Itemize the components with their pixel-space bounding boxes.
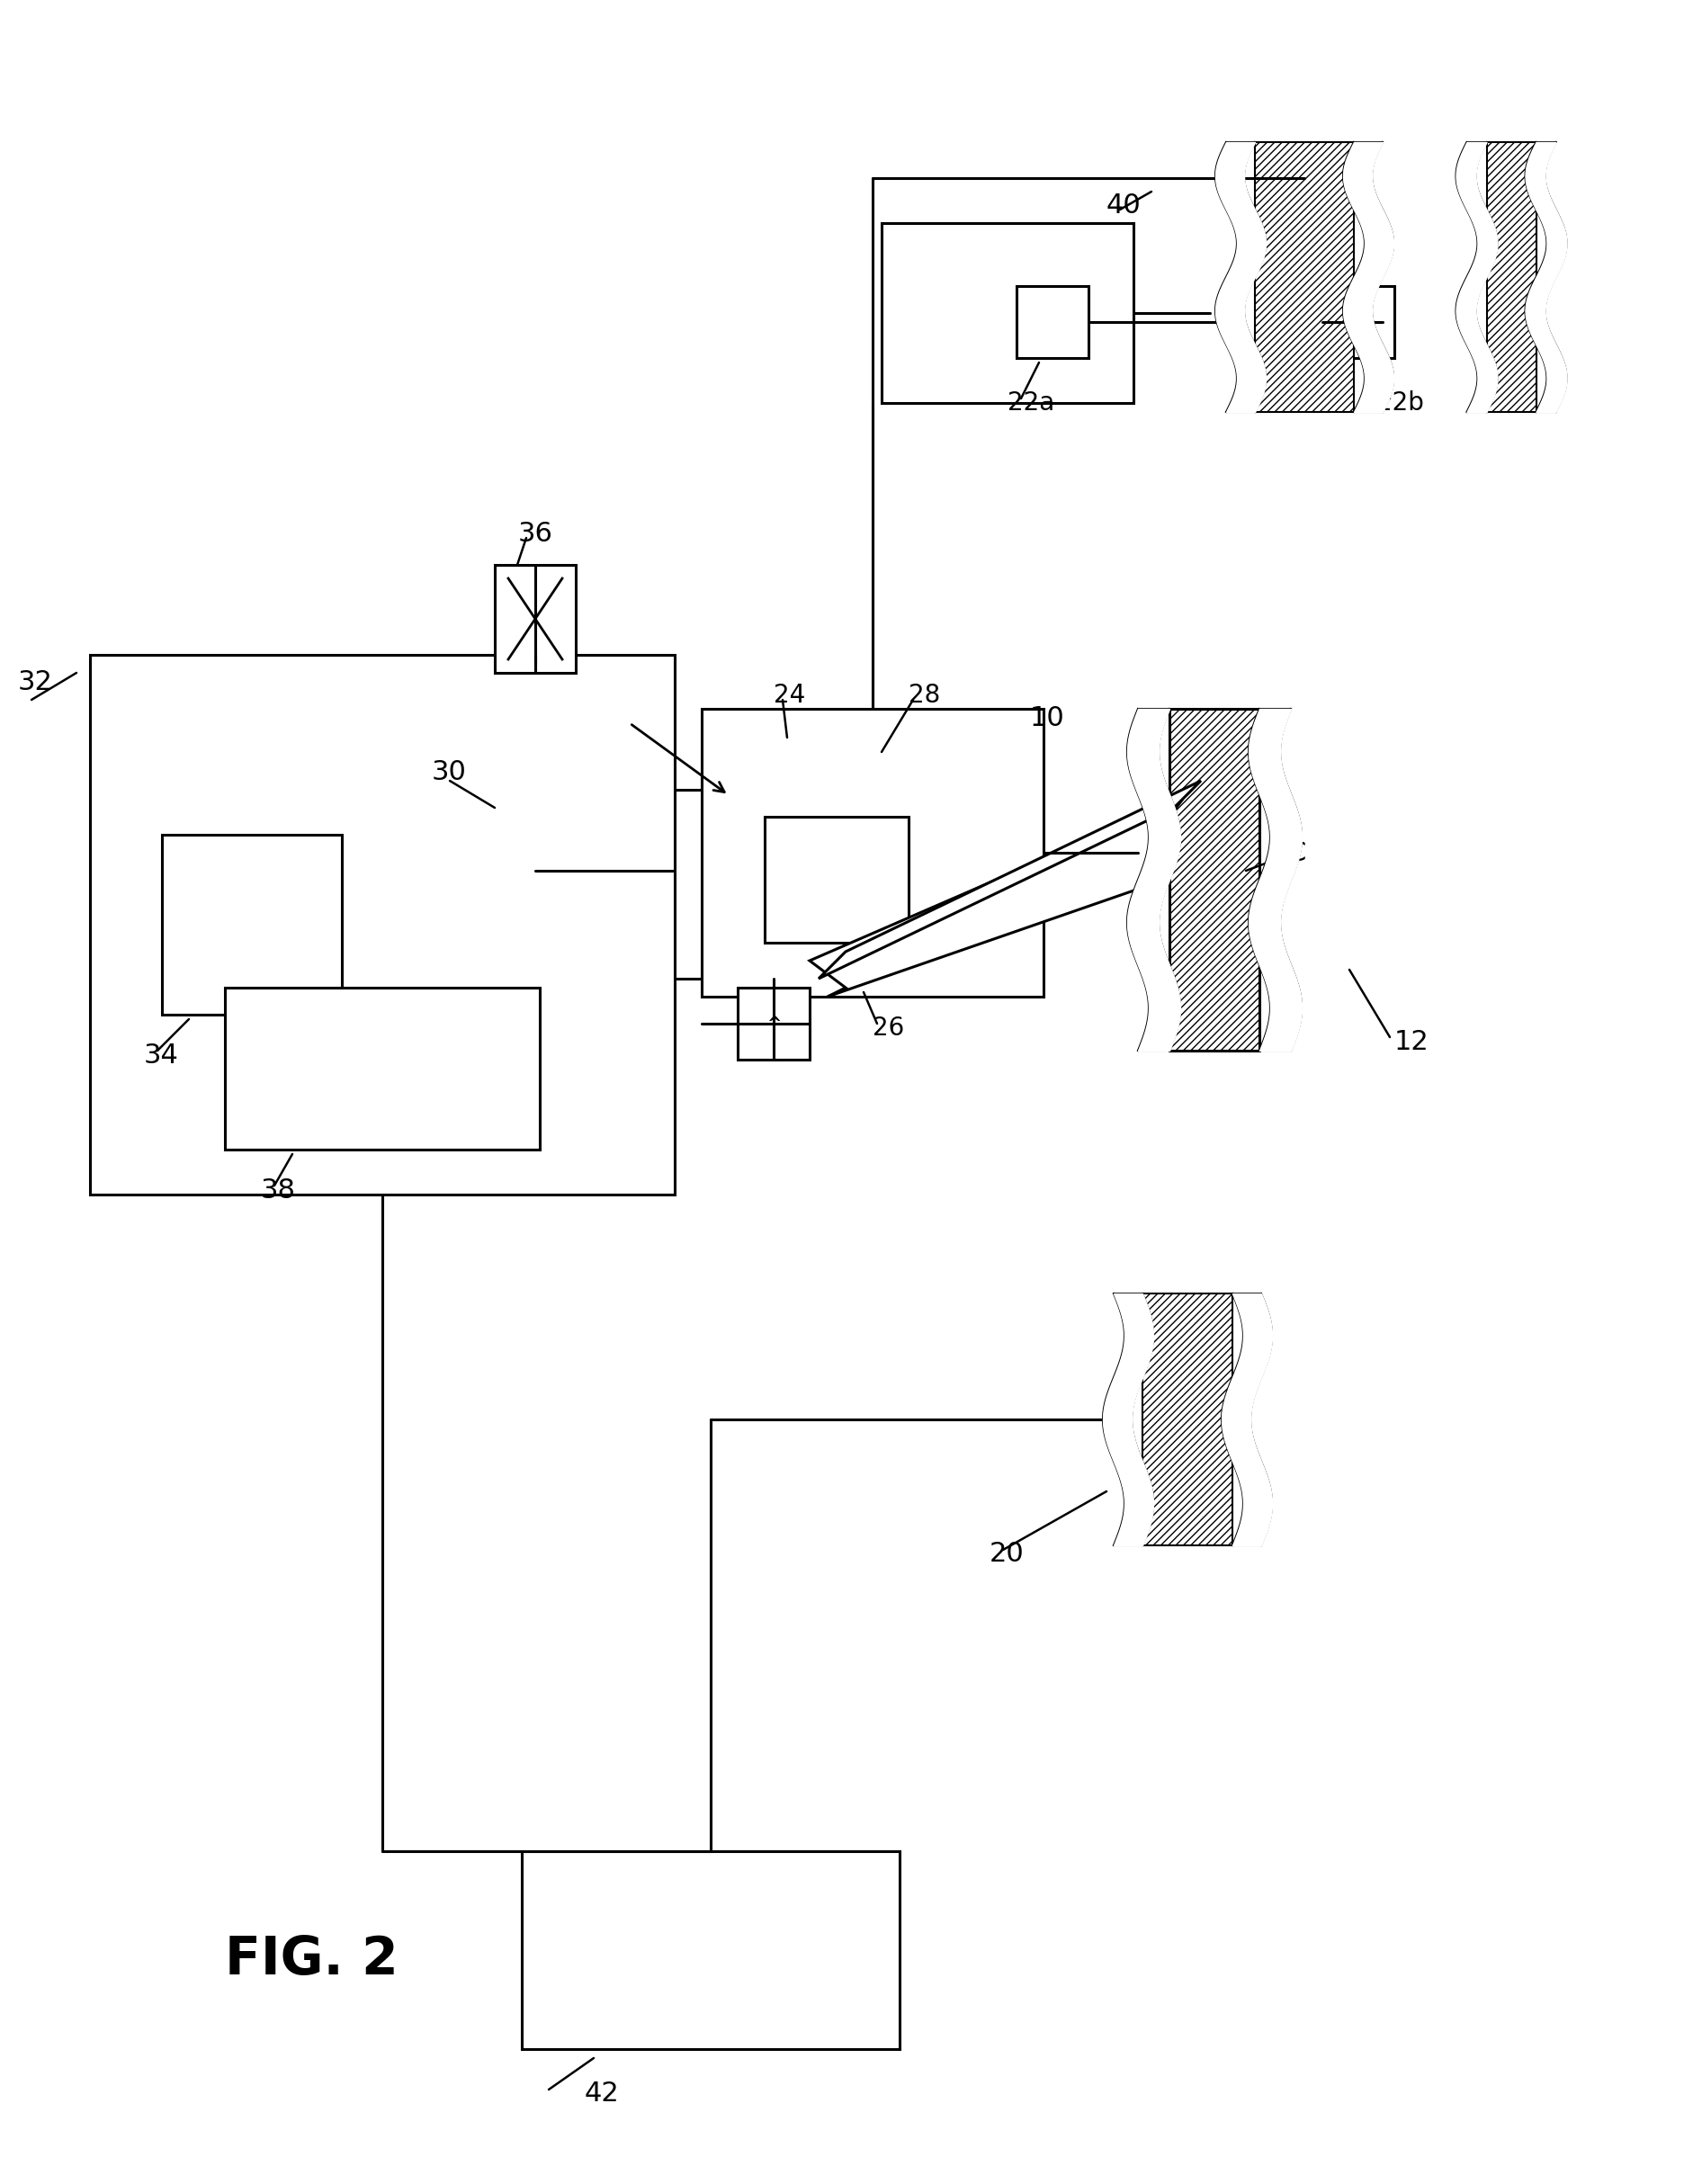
Polygon shape [818, 780, 1201, 978]
Bar [1255, 142, 1354, 413]
Text: 42: 42 [584, 2081, 620, 2108]
Text: 20: 20 [990, 1542, 1024, 1568]
Polygon shape [810, 799, 1182, 996]
Bar [522, 1852, 899, 2049]
Text: 38: 38 [261, 1177, 296, 1203]
Text: 10: 10 [1031, 705, 1064, 732]
Text: 36: 36 [517, 520, 552, 546]
Text: 22b: 22b [1376, 391, 1425, 415]
Bar [1487, 142, 1536, 413]
Bar [226, 987, 541, 1149]
Bar [495, 566, 576, 673]
Bar [1169, 710, 1260, 1051]
Bar [702, 710, 1044, 996]
Bar [1142, 1293, 1233, 1546]
Text: 22a: 22a [1007, 391, 1054, 415]
Text: 32: 32 [19, 668, 52, 695]
Text: FIG. 2: FIG. 2 [226, 1933, 399, 1985]
Text: 30: 30 [431, 758, 466, 784]
Bar [1017, 286, 1088, 358]
Bar [882, 223, 1133, 404]
Text: 12: 12 [1394, 1029, 1430, 1055]
Text: 26: 26 [872, 1016, 904, 1042]
Text: 40: 40 [1106, 192, 1142, 218]
Bar [89, 655, 675, 1195]
Text: ^: ^ [766, 1016, 781, 1033]
Text: 34: 34 [143, 1042, 179, 1068]
Bar [738, 987, 810, 1059]
Bar [765, 817, 909, 943]
Bar [1322, 286, 1394, 358]
Bar [162, 834, 342, 1016]
Text: C: C [1287, 839, 1305, 865]
Text: 24: 24 [773, 684, 805, 708]
Text: 28: 28 [909, 684, 940, 708]
